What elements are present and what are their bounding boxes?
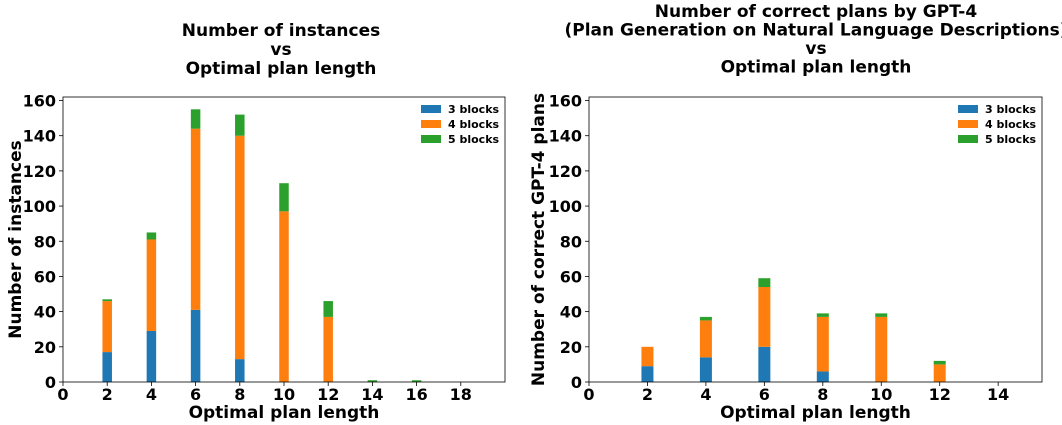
legend-label: 5 blocks: [985, 133, 1037, 146]
chart-title-line: Number of correct plans by GPT-4: [655, 2, 978, 22]
y-tick-label: 140: [549, 127, 582, 146]
bar-segment-5-blocks: [875, 313, 888, 317]
chart-title-line: Number of instances: [182, 21, 381, 41]
bar-segment-5-blocks: [367, 380, 378, 382]
y-tick-label: 40: [560, 303, 582, 322]
bar-segment-4-blocks: [190, 128, 201, 310]
bar-segment-5-blocks: [235, 114, 245, 136]
bar-segment-4-blocks: [279, 211, 289, 382]
y-tick-label: 100: [23, 197, 56, 216]
chart-right: Number of correct plans by GPT-4 (Plan Ge…: [531, 0, 1062, 425]
y-tick-label: 100: [549, 197, 582, 216]
x-tick-label: 14: [361, 385, 383, 404]
y-tick-label: 40: [34, 303, 56, 322]
bar-segment-5-blocks: [279, 183, 289, 212]
bar-segment-4-blocks: [235, 135, 245, 360]
chart-title-line: vs: [805, 39, 826, 59]
bar-segment-3-blocks: [190, 309, 201, 382]
y-tick-label: 20: [560, 338, 582, 357]
x-axis-label: Optimal plan length: [189, 403, 380, 423]
legend-label: 4 blocks: [985, 118, 1037, 131]
bar-segment-5-blocks: [933, 360, 946, 365]
x-tick-label: 4: [700, 385, 711, 404]
legend-swatch-3-blocks: [958, 105, 978, 113]
chart-title-line: (Plan Generation on Natural Language Des…: [564, 21, 1062, 41]
bar-segment-5-blocks: [411, 380, 422, 382]
x-tick-label: 6: [759, 385, 770, 404]
legend-swatch-3-blocks: [421, 105, 441, 113]
legend-label: 4 blocks: [448, 118, 500, 131]
chart-right-svg: Number of correct plans by GPT-4(Plan Ge…: [531, 2, 1062, 423]
x-tick-label: 0: [583, 385, 594, 404]
y-tick-label: 160: [549, 92, 582, 111]
legend-label: 3 blocks: [985, 103, 1037, 116]
y-tick-label: 120: [549, 162, 582, 181]
y-tick-label: 80: [34, 232, 56, 251]
y-tick-label: 60: [560, 267, 582, 286]
bar-segment-3-blocks: [758, 346, 771, 382]
x-tick-label: 12: [929, 385, 951, 404]
legend-swatch-4-blocks: [958, 120, 978, 128]
x-tick-label: 12: [317, 385, 339, 404]
bar-segment-4-blocks: [699, 320, 712, 358]
x-tick-label: 10: [870, 385, 892, 404]
bar-segment-4-blocks: [102, 301, 112, 353]
x-tick-label: 16: [405, 385, 427, 404]
bar-segment-3-blocks: [102, 352, 112, 382]
bar-segment-4-blocks: [875, 316, 888, 382]
bar-segment-4-blocks: [758, 287, 771, 347]
bar-segment-4-blocks: [146, 239, 157, 331]
bar-segment-3-blocks: [235, 359, 245, 382]
x-tick-label: 6: [190, 385, 201, 404]
legend-label: 5 blocks: [448, 133, 500, 146]
y-tick-label: 160: [23, 92, 56, 111]
legend-swatch-5-blocks: [421, 135, 441, 143]
chart-title-line: Optimal plan length: [721, 58, 912, 78]
x-tick-label: 4: [146, 385, 157, 404]
x-tick-label: 8: [817, 385, 828, 404]
bar-segment-3-blocks: [816, 371, 829, 382]
bar-segment-3-blocks: [641, 366, 654, 382]
x-axis-label: Optimal plan length: [720, 403, 911, 423]
x-tick-label: 14: [987, 385, 1009, 404]
bar-segment-5-blocks: [699, 316, 712, 321]
y-axis-label: Number of correct GPT-4 plans: [531, 93, 549, 386]
bar-segment-4-blocks: [323, 316, 333, 382]
bar-segment-5-blocks: [190, 109, 201, 129]
y-axis-label: Number of instances: [6, 140, 26, 339]
axes-frame: [588, 96, 1043, 383]
bar-segment-5-blocks: [758, 278, 771, 287]
legend-swatch-5-blocks: [958, 135, 978, 143]
bar-segment-4-blocks: [641, 346, 654, 367]
legend-label: 3 blocks: [448, 103, 500, 116]
bar-segment-5-blocks: [146, 232, 157, 240]
x-tick-label: 2: [642, 385, 653, 404]
x-tick-label: 8: [234, 385, 245, 404]
y-tick-label: 0: [571, 373, 582, 392]
bar-segment-4-blocks: [933, 364, 946, 382]
legend-swatch-4-blocks: [421, 120, 441, 128]
bar-segment-3-blocks: [146, 330, 157, 382]
x-tick-label: 2: [102, 385, 113, 404]
chart-title-line: vs: [270, 40, 291, 60]
bar-segment-5-blocks: [816, 313, 829, 317]
bar-segment-3-blocks: [699, 357, 712, 382]
x-tick-label: 18: [450, 385, 472, 404]
y-tick-label: 140: [23, 127, 56, 146]
y-tick-label: 60: [34, 267, 56, 286]
y-tick-label: 20: [34, 338, 56, 357]
bar-segment-5-blocks: [102, 299, 112, 302]
chart-left: Number of instances vs Optimal plan length…: [6, 21, 506, 423]
x-tick-label: 0: [57, 385, 68, 404]
bar-segment-5-blocks: [323, 301, 333, 317]
y-tick-label: 120: [23, 162, 56, 181]
y-tick-label: 80: [560, 232, 582, 251]
x-tick-label: 10: [273, 385, 295, 404]
bar-segment-4-blocks: [816, 316, 829, 372]
chart-title-line: Optimal plan length: [186, 59, 377, 79]
y-tick-label: 0: [45, 373, 56, 392]
